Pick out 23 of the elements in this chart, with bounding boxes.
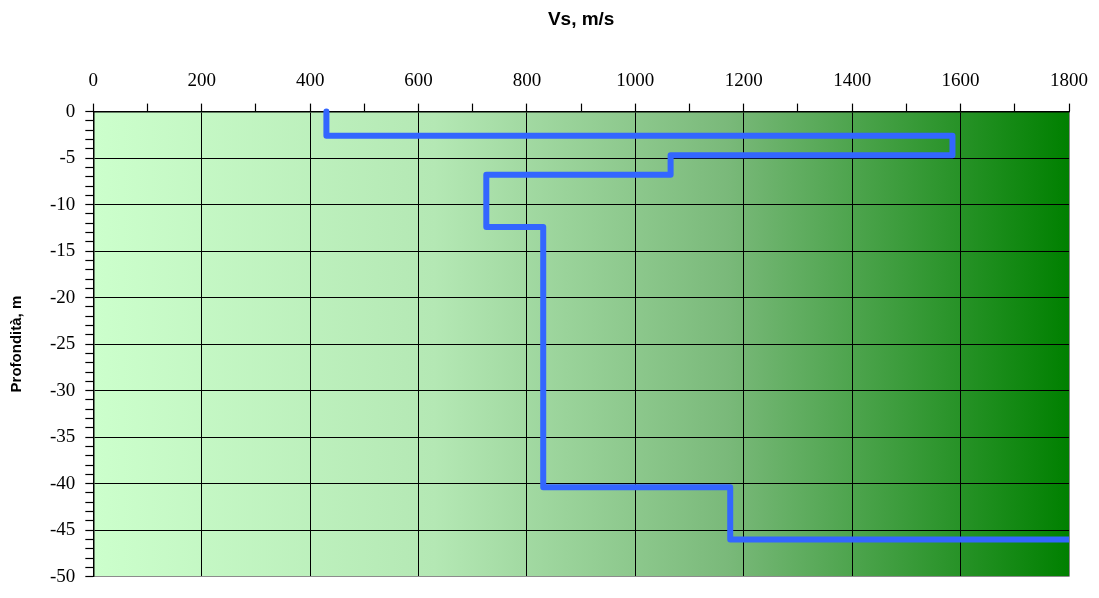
x-tick-label: 1200 [724,69,763,91]
x-tick-label: 1800 [1050,69,1088,91]
y-tick-label: -35 [50,425,76,447]
x-tick-label: 0 [88,69,99,91]
y-tick-label: -45 [50,518,76,540]
x-tick-label: 400 [295,69,325,91]
x-tick-label: 800 [512,69,542,91]
y-tick-label: -25 [50,332,76,354]
x-tick-label: 1600 [941,69,980,91]
x-tick-label: 1400 [833,69,872,91]
y-tick-label: -5 [59,146,76,168]
y-tick-label: 0 [65,99,76,121]
y-tick-label: -10 [50,192,76,214]
y-tick-label: -20 [50,285,76,307]
y-tick-label: -15 [50,239,76,261]
x-tick-label: 1000 [616,69,655,91]
y-tick-label: -50 [50,564,76,586]
y-axis-title: Profondità, m [7,295,25,393]
x-tick-label: 200 [187,69,216,91]
x-axis-title: Vs, m/s [547,7,615,29]
y-tick-label: -30 [50,378,76,400]
y-tick-label: -40 [50,471,76,493]
x-tick-label: 600 [404,69,433,91]
